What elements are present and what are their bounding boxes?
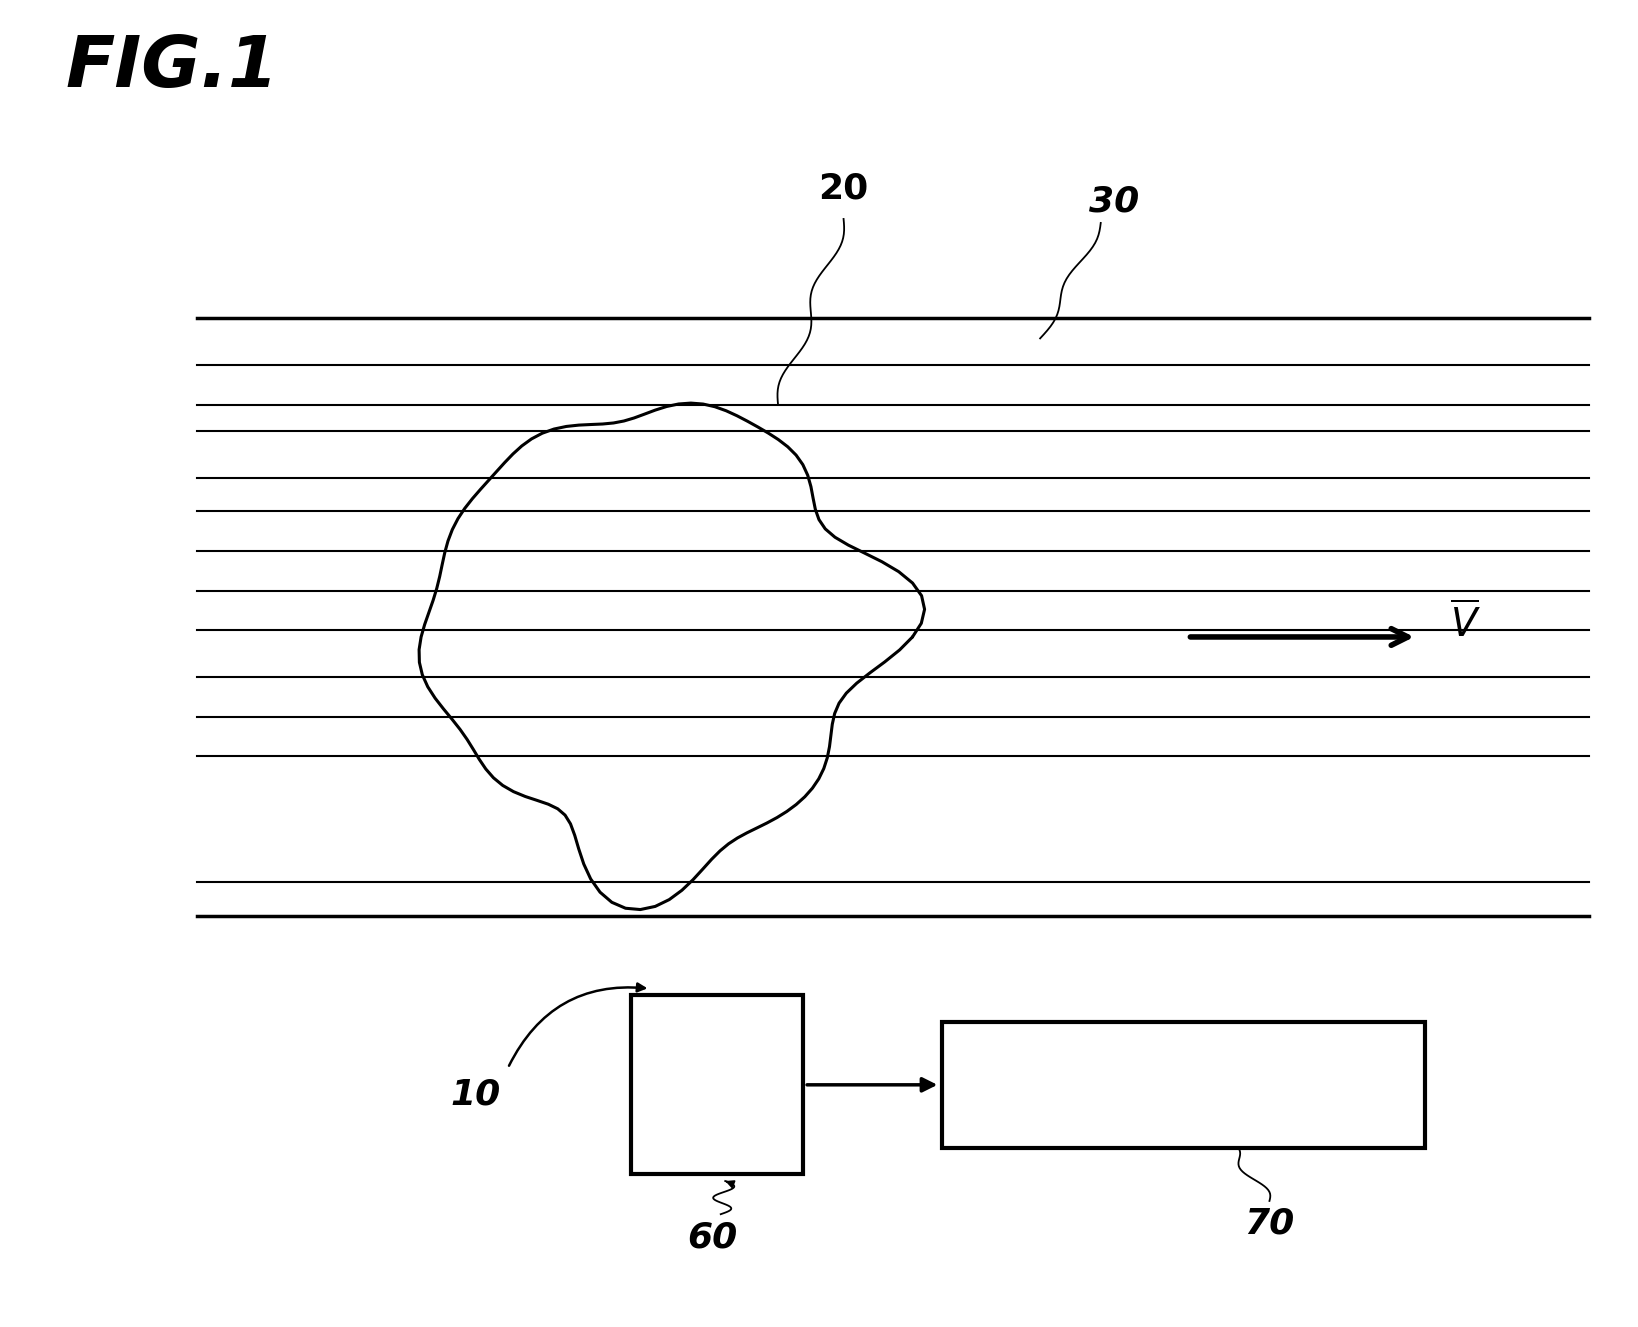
Text: FIG.1: FIG.1 [66,33,278,102]
FancyArrowPatch shape [509,983,645,1066]
Text: 10: 10 [450,1078,501,1112]
Text: POWER SUPPLY: POWER SUPPLY [1057,1071,1310,1099]
Text: $\overline{V}$: $\overline{V}$ [1450,602,1481,645]
Text: 60: 60 [688,1220,737,1254]
Text: 30: 30 [1089,184,1138,219]
Text: 70: 70 [1245,1206,1294,1241]
Bar [942,1022,1425,1148]
Text: 20: 20 [819,171,868,206]
Bar [631,995,803,1174]
